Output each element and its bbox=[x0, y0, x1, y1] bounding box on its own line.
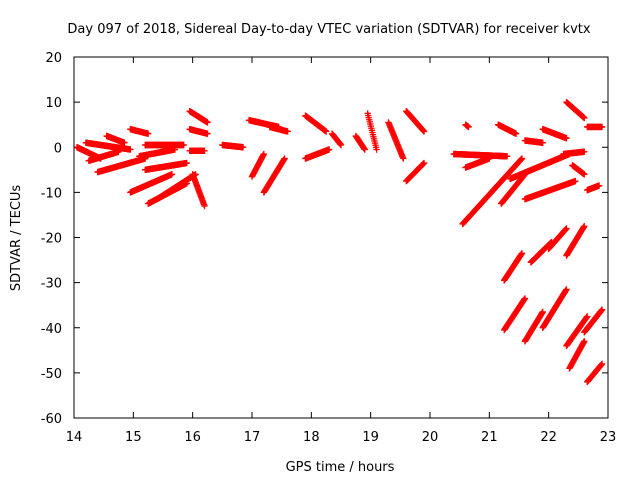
data-point bbox=[420, 159, 428, 167]
data-point bbox=[281, 155, 288, 162]
data-point bbox=[581, 114, 588, 122]
data-point bbox=[180, 141, 187, 149]
data-point bbox=[373, 146, 380, 153]
data-point bbox=[572, 177, 579, 185]
x-axis-label: GPS time / hours bbox=[286, 460, 395, 475]
y-tick-label: -60 bbox=[41, 412, 62, 427]
x-tick-label: 21 bbox=[481, 430, 498, 445]
data-point bbox=[598, 306, 606, 313]
data-point bbox=[595, 182, 603, 189]
data-point bbox=[598, 123, 606, 131]
data-point bbox=[539, 139, 546, 146]
data-point bbox=[518, 250, 526, 257]
data-point bbox=[337, 141, 345, 149]
data-point bbox=[581, 223, 588, 230]
chart-title: Day 097 of 2018, Sidereal Day-to-day VTE… bbox=[67, 22, 590, 37]
data-point bbox=[325, 146, 333, 153]
data-point bbox=[420, 128, 428, 135]
y-tick-label: 10 bbox=[45, 96, 62, 111]
x-tick-label: 18 bbox=[303, 430, 320, 445]
x-tick-label: 23 bbox=[600, 430, 617, 445]
data-point bbox=[581, 148, 588, 155]
data-point bbox=[563, 286, 570, 293]
data-point bbox=[204, 119, 211, 126]
y-tick-label: 0 bbox=[54, 141, 62, 156]
x-tick-label: 22 bbox=[540, 430, 557, 445]
x-tick-label: 17 bbox=[244, 430, 261, 445]
data-point bbox=[563, 225, 570, 232]
data-point bbox=[486, 155, 493, 162]
y-tick-label: -50 bbox=[41, 367, 62, 382]
plot-frame bbox=[73, 56, 609, 419]
data-point bbox=[121, 139, 128, 146]
data-point bbox=[465, 123, 472, 131]
data-point bbox=[539, 308, 546, 316]
x-tick-label: 19 bbox=[362, 430, 379, 445]
data-point bbox=[361, 146, 368, 153]
data-point bbox=[260, 150, 268, 158]
ticks-layer: 14 15 16 17 18 19 20 21 22 23 -60 -50 -40 -30 -20 -10 0 1… bbox=[41, 51, 617, 445]
x-tick-label: 20 bbox=[422, 430, 439, 445]
data-point bbox=[518, 155, 526, 162]
data-point bbox=[127, 146, 134, 153]
y-tick-label: -40 bbox=[41, 322, 62, 337]
data-point bbox=[512, 130, 520, 137]
data-point bbox=[521, 295, 529, 302]
y-axis-label: SDTVAR / TECUs bbox=[9, 185, 24, 292]
data-point bbox=[144, 130, 152, 137]
y-tick-label: -10 bbox=[41, 186, 62, 201]
data-point bbox=[204, 130, 211, 137]
y-tick-label: 20 bbox=[45, 51, 62, 66]
data-point bbox=[183, 159, 190, 167]
data-point bbox=[598, 360, 606, 368]
x-tick-label: 16 bbox=[184, 430, 201, 445]
data-point bbox=[201, 147, 208, 155]
data-point bbox=[239, 144, 247, 151]
y-tick-label: -20 bbox=[41, 232, 62, 247]
data-point bbox=[168, 171, 176, 178]
points-layer bbox=[73, 98, 606, 386]
data-point bbox=[284, 128, 291, 135]
data-point bbox=[503, 153, 511, 160]
data-point bbox=[581, 171, 588, 178]
y-tick-label: -30 bbox=[41, 277, 62, 292]
x-tick-label: 14 bbox=[66, 430, 83, 445]
data-point bbox=[584, 313, 591, 320]
data-point bbox=[581, 338, 588, 345]
data-point bbox=[171, 146, 179, 153]
data-point bbox=[563, 135, 570, 142]
data-point bbox=[201, 202, 208, 210]
data-point bbox=[400, 155, 407, 162]
data-point bbox=[322, 128, 330, 135]
x-tick-label: 15 bbox=[125, 430, 142, 445]
